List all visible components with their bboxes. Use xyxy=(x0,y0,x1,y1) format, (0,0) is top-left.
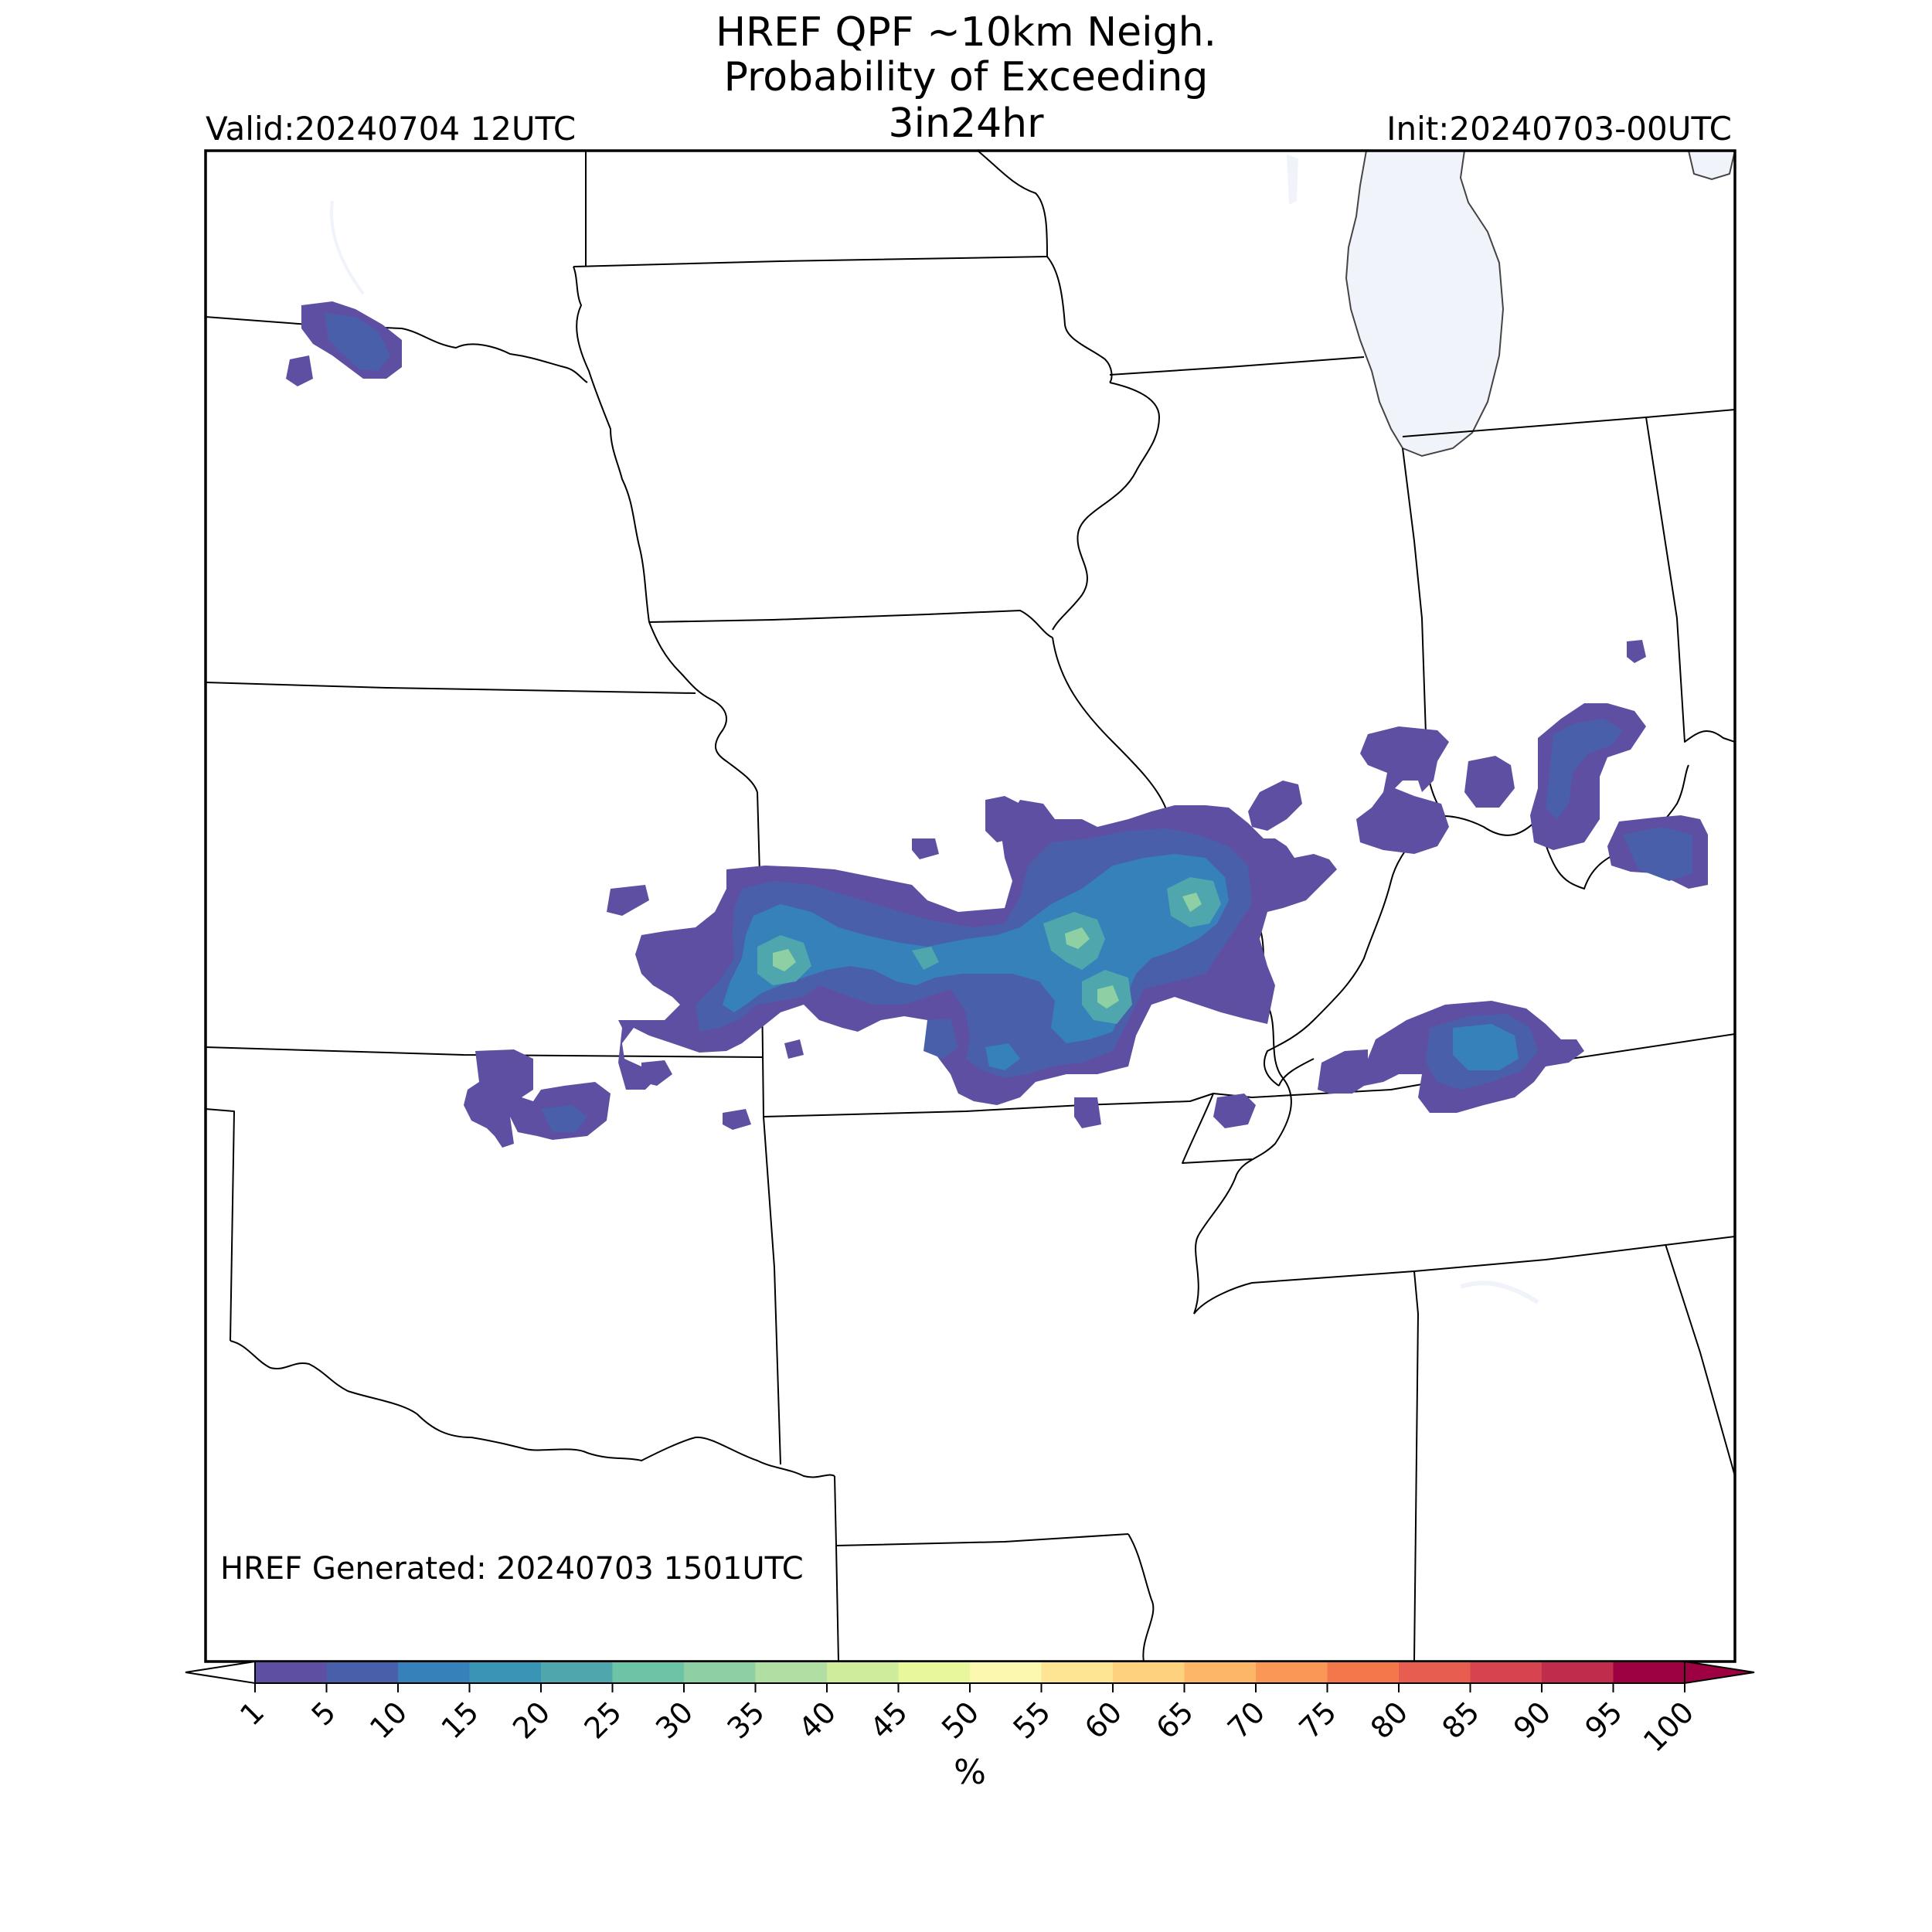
colorbar-swatch xyxy=(755,1662,828,1683)
state-borders xyxy=(206,151,1735,1662)
colorbar-swatch xyxy=(684,1662,756,1683)
valid-time-label: Valid:20240704 12UTC xyxy=(206,110,577,148)
colorbar-tick-label: 45 xyxy=(864,1695,914,1745)
map-area xyxy=(206,151,1735,1662)
colorbar-extend-high xyxy=(1684,1660,1755,1685)
lake-huron-corner xyxy=(1687,151,1735,181)
colorbar-tick-label: 50 xyxy=(935,1695,985,1745)
colorbar-tick-label: 85 xyxy=(1436,1695,1486,1745)
colorbar-tick-label: 20 xyxy=(506,1695,556,1745)
colorbar-tick-label: 70 xyxy=(1221,1695,1271,1745)
prob-level-30 xyxy=(773,893,1202,1009)
colorbar-tick-label: 55 xyxy=(1007,1695,1057,1745)
colorbar-tick-label: 25 xyxy=(578,1695,628,1745)
reservoir xyxy=(1460,1281,1539,1304)
colorbar-tick-label: 10 xyxy=(363,1695,413,1745)
colorbar-tick-label: 80 xyxy=(1364,1695,1414,1745)
colorbar-tick-label: 35 xyxy=(721,1695,771,1745)
probability-field xyxy=(286,301,1708,1148)
land-background xyxy=(206,151,1735,1662)
generated-time-label: HREF Generated: 20240703 1501UTC xyxy=(220,1551,804,1587)
colorbar-swatch xyxy=(326,1662,399,1683)
river-ne xyxy=(330,200,365,295)
colorbar-tick-label: 30 xyxy=(649,1695,699,1745)
colorbar-swatch xyxy=(1256,1662,1328,1683)
colorbar-swatch xyxy=(398,1662,470,1683)
lake-michigan xyxy=(1345,151,1505,457)
colorbar-swatch xyxy=(1613,1662,1685,1683)
colorbar-unit-label: % xyxy=(954,1753,986,1792)
colorbar-swatch xyxy=(827,1662,899,1683)
chart-title-line-2: Probability of Exceeding xyxy=(723,54,1209,100)
colorbar-swatch xyxy=(612,1662,685,1683)
chart-title-line-3: 3in24hr xyxy=(888,100,1044,147)
colorbar-swatch xyxy=(1327,1662,1400,1683)
colorbar-tick-label: 95 xyxy=(1579,1695,1629,1745)
colorbar: 1 5 10 15 20 25 30 35 40 45 50 55 60 65 70 75 80 85 90 95 10… xyxy=(185,1660,1755,1792)
colorbar-swatch xyxy=(898,1662,971,1683)
colorbar-swatch xyxy=(970,1662,1042,1683)
init-time-label: Init:20240703-00UTC xyxy=(1386,110,1732,148)
colorbar-swatch xyxy=(1041,1662,1114,1683)
colorbar-swatch xyxy=(1184,1662,1257,1683)
small-lake xyxy=(1287,155,1298,205)
colorbar-tick-label: 40 xyxy=(792,1695,842,1745)
colorbar-tick-label: 60 xyxy=(1078,1695,1128,1745)
chart-title-line-1: HREF QPF ~10km Neigh. xyxy=(715,9,1217,56)
colorbar-swatch xyxy=(469,1662,542,1683)
colorbar-tick-label: 15 xyxy=(435,1695,485,1745)
colorbar-swatch xyxy=(255,1662,327,1683)
colorbar-tick-label: 1 xyxy=(233,1695,270,1732)
colorbar-swatch xyxy=(1399,1662,1471,1683)
colorbar-tick-label: 5 xyxy=(305,1695,342,1732)
colorbar-tick-label: 65 xyxy=(1150,1695,1200,1745)
colorbar-swatch xyxy=(541,1662,613,1683)
colorbar-tick-label: 75 xyxy=(1293,1695,1343,1745)
colorbar-swatch xyxy=(1470,1662,1543,1683)
colorbar-extend-low xyxy=(185,1660,256,1685)
colorbar-swatch xyxy=(1542,1662,1614,1683)
colorbar-tick-label: 100 xyxy=(1637,1695,1700,1758)
colorbar-tick-label: 90 xyxy=(1507,1695,1557,1745)
colorbar-swatch xyxy=(1113,1662,1185,1683)
